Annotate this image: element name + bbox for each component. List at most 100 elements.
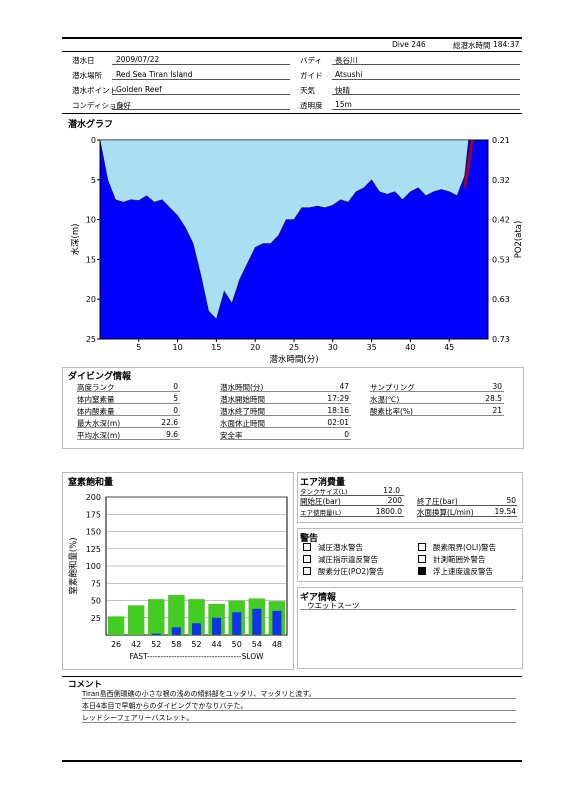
- nitrogen-bar-blue-9: [272, 610, 282, 635]
- depth-axis-label: 水深(m): [70, 224, 81, 256]
- nitrogen-bar-blue-5: [191, 623, 202, 635]
- header-rule: [62, 51, 522, 52]
- nitrogen-tick-75: 75: [91, 579, 101, 588]
- gear-box: [297, 587, 523, 669]
- dinfo-col2-underline-2: [220, 403, 351, 404]
- air-used-value: 1800.0: [375, 507, 402, 516]
- info-underline-left-1: [112, 64, 290, 65]
- end-underline: [417, 505, 517, 506]
- dive-profile-chart: 0 5 10 15 20 25 0.21 0.32 0.42 0.53 0.63 0.73 5 10 15 2…: [70, 136, 524, 365]
- time-tick-5: 5: [136, 343, 141, 352]
- top-rule: [62, 37, 522, 39]
- surface-underline: [417, 516, 517, 517]
- dinfo-col1-label-3: 体内酸素量: [77, 407, 115, 416]
- warning-checkbox-6: [418, 567, 426, 575]
- dinfo-col2-label-3: 潜水終了時間: [220, 407, 265, 416]
- info-underline-right-2: [332, 79, 520, 80]
- dinfo-col1-value-4: 22.6: [161, 418, 178, 427]
- dinfo-col2-label-5: 安全率: [220, 431, 243, 440]
- depth-tick-10: 10: [86, 216, 96, 225]
- info-value-4: 良好: [116, 101, 131, 110]
- dive-number: Dive 246: [392, 40, 426, 49]
- nitrogen-category-7: 50: [232, 640, 242, 649]
- nitrogen-category-5: 52: [191, 640, 201, 649]
- nitrogen-box: [62, 472, 294, 670]
- nitrogen-tick-50: 50: [91, 597, 101, 606]
- dinfo-col1-underline-2: [77, 403, 180, 404]
- dinfo-col1-label-2: 体内窒素量: [77, 395, 115, 404]
- comment-top-rule: [62, 676, 522, 677]
- warning-label-6: 浮上速度違反警告: [433, 567, 493, 576]
- depth-tick-0: 0: [91, 136, 96, 145]
- ascent-warning-line: [463, 139, 474, 188]
- dinfo-col1-value-3: 0: [173, 406, 178, 415]
- warning-checkbox-4: [418, 555, 426, 563]
- info-value-3: Golden Reef: [116, 85, 162, 94]
- dinfo-col3-label-2: 水温(℃): [370, 395, 400, 404]
- nitrogen-tick-100: 100: [86, 562, 101, 571]
- comment-line-2: 本日4本目で早朝からのダイビングでかなりバテた。: [82, 702, 248, 710]
- bottom-rule: [62, 760, 522, 762]
- time-tick-40: 40: [405, 343, 415, 352]
- gear-underline: [300, 609, 516, 610]
- comment-rule-2: [82, 710, 516, 711]
- air-title: エア消費量: [300, 478, 346, 488]
- info-label2-4: 透明度: [300, 101, 323, 110]
- po2-tick-4: 0.53: [492, 255, 510, 264]
- total-time-label: 総潜水時間: [453, 41, 491, 50]
- info-label2-1: バディ: [300, 56, 322, 65]
- nitrogen-tick-25: 25: [91, 614, 101, 623]
- info-underline-left-4: [112, 109, 290, 110]
- gear-value: ウエットスーツ: [307, 601, 360, 610]
- info-label-4: コンディション: [72, 101, 124, 110]
- nitrogen-category-9: 48: [272, 640, 282, 649]
- warnings-title: 警告: [300, 534, 319, 544]
- dinfo-col2-value-4: 02:01: [327, 418, 349, 427]
- dinfo-col1-underline-3: [77, 415, 180, 416]
- depth-tick-5: 5: [91, 176, 96, 185]
- nitrogen-bar-blue-8: [252, 608, 262, 635]
- info-label2-3: 天気: [300, 86, 315, 95]
- dinfo-col2-value-5: 0: [344, 430, 349, 439]
- time-axis-label: 潜水時間(分): [269, 354, 318, 365]
- dinfo-col1-label-4: 最大水深(m): [77, 419, 121, 428]
- nitrogen-bar-blue-4: [171, 627, 181, 635]
- used-underline: [300, 516, 404, 517]
- dinfo-col2-value-1: 47: [339, 382, 349, 391]
- po2-axis-label: PO2(ata): [514, 221, 524, 259]
- dinfo-col1-value-5: 9.6: [166, 430, 178, 439]
- dinfo-col3-label-3: 酸素比率(%): [370, 407, 413, 416]
- dinfo-col3-underline-1: [370, 391, 504, 392]
- start-pressure-value: 200: [387, 496, 402, 505]
- dinfo-col1-label-1: 高度ランク: [77, 383, 115, 392]
- dinfo-col3-underline-3: [370, 415, 504, 416]
- comment-title: コメント: [68, 680, 103, 690]
- start-pressure-label: 開始圧(bar): [300, 497, 341, 506]
- depth-tick-15: 15: [86, 255, 96, 264]
- nitrogen-tick-150: 150: [86, 528, 101, 537]
- po2-tick-2: 0.32: [492, 176, 510, 185]
- info-bottom-rule: [62, 113, 522, 114]
- tank-size-value: 12.0: [383, 486, 400, 495]
- dinfo-col2-value-3: 18:16: [327, 406, 349, 415]
- warning-checkbox-1: [303, 543, 311, 551]
- time-tick-15: 15: [211, 343, 221, 352]
- info-underline-left-3: [112, 94, 290, 95]
- dinfo-col1-underline-5: [77, 439, 180, 440]
- comment-line-3: レッドシーフェアリーバスレット。: [82, 714, 194, 722]
- info-label-1: 潜水日: [72, 56, 95, 65]
- nitrogen-bar-green-1: [107, 616, 125, 635]
- warning-checkbox-3: [303, 555, 311, 563]
- info-underline-right-3: [332, 94, 520, 95]
- start-underline: [300, 505, 404, 506]
- tank-underline: [300, 495, 404, 496]
- info-value-2: Red Sea Tiran Island: [116, 70, 193, 79]
- dinfo-col1-underline-4: [77, 427, 180, 428]
- air-box: [297, 472, 523, 523]
- dinfo-col2-underline-4: [220, 427, 351, 428]
- nitrogen-category-1: 26: [111, 640, 121, 649]
- diving-info-title: ダイビング情報: [68, 372, 132, 382]
- surface-rate-value: 19.54: [494, 507, 516, 516]
- surface-rate-label: 水面換算(L/min): [417, 508, 474, 517]
- diving-info-box: [62, 367, 524, 449]
